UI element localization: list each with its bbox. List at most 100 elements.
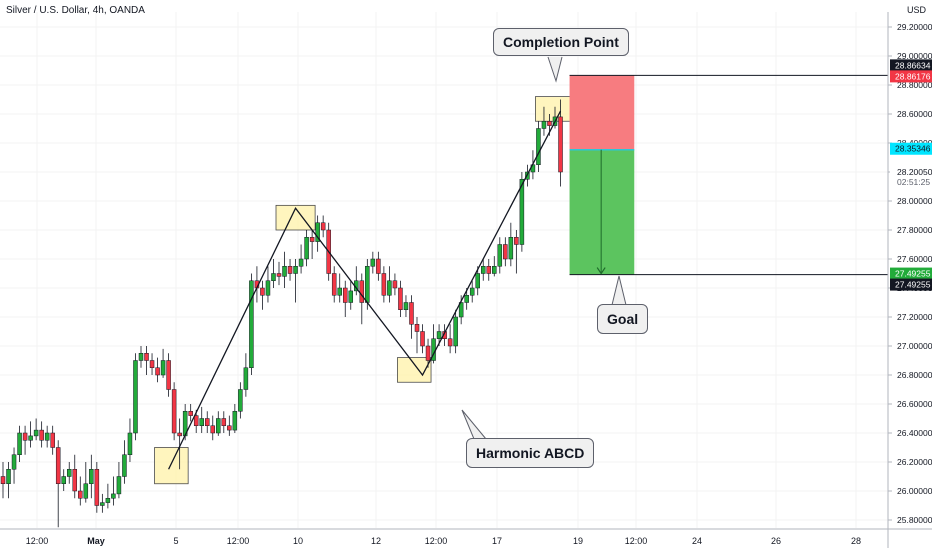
candle-body [436, 331, 442, 339]
candle-body [376, 258, 381, 274]
price-badge [890, 142, 932, 155]
goal-callout[interactable]: Goal [597, 304, 649, 334]
candle-body [111, 493, 116, 499]
candle-body [55, 447, 61, 484]
candle-body [541, 121, 547, 129]
time-label: 5 [173, 536, 178, 546]
price-badge-label: 27.49255 [895, 269, 931, 279]
candle-body [503, 244, 508, 260]
candle-body [166, 360, 171, 390]
candle-body [475, 273, 480, 289]
candle-body [6, 469, 11, 484]
candle-body [22, 432, 28, 441]
candle-body [221, 418, 227, 426]
price-label: 27.00000 [897, 341, 932, 351]
candle-body [480, 266, 486, 274]
candle-body [365, 266, 370, 303]
candle-body [216, 418, 221, 434]
candle-body [171, 389, 177, 434]
candle-body [155, 367, 160, 376]
candle-body [315, 222, 320, 242]
candle-body [514, 237, 519, 245]
candle-body [160, 360, 166, 376]
candle-body [492, 266, 497, 274]
price-badge [890, 278, 932, 291]
countdown-bg [890, 165, 932, 188]
candle-body [409, 302, 414, 325]
candle-body [276, 273, 282, 277]
pattern-pointer [461, 409, 487, 440]
candle-body [287, 266, 293, 274]
time-label: 19 [573, 536, 583, 546]
countdown-price: 28.20050 [897, 167, 932, 177]
candle-body [133, 360, 138, 434]
time-label: 28 [851, 536, 861, 546]
time-label: May [87, 536, 105, 546]
candle-body [199, 418, 204, 426]
price-badge-label: 27.49255 [895, 280, 931, 290]
candle-body [127, 432, 133, 455]
candle-body [453, 316, 458, 347]
completion-point-callout[interactable]: Completion Point [493, 28, 629, 56]
time-label: 12:00 [26, 536, 49, 546]
abcd-line [168, 110, 562, 470]
candle-body [144, 353, 149, 361]
time-axis[interactable]: 12:00 May 5 12:00 10 12 12:00 17 19 12:00 24 26 28 [0, 528, 932, 546]
price-label: 26.60000 [897, 399, 932, 409]
price-badge-label: 28.86176 [895, 71, 931, 81]
goal-pointer [611, 275, 627, 306]
candle-body [420, 331, 425, 347]
candle-body [149, 360, 155, 368]
time-label: 12 [371, 536, 381, 546]
harmonic-abcd-callout[interactable]: Harmonic ABCD [466, 438, 595, 468]
time-label: 17 [492, 536, 502, 546]
candle-body [11, 454, 17, 470]
currency-label: USD [906, 5, 926, 15]
price-badge [890, 70, 932, 83]
candle-body [210, 425, 216, 434]
candle-body [486, 266, 492, 274]
candle-body [392, 280, 398, 289]
candle-body [293, 266, 298, 274]
candle-body [204, 418, 210, 426]
zone-C [397, 357, 432, 383]
price-label: 26.00000 [897, 486, 932, 496]
short-position-tool[interactable] [569, 74, 888, 276]
candle-body [381, 273, 387, 296]
candle-body [238, 389, 243, 412]
candle-body [116, 476, 122, 495]
completion-pointer [547, 56, 563, 83]
zone-A [154, 447, 189, 485]
candle-body [0, 476, 6, 484]
candle-body [94, 469, 100, 506]
candle-body [469, 287, 475, 296]
candle-body [39, 429, 44, 441]
candle-body [72, 469, 78, 492]
candle-body [398, 287, 403, 310]
grid [0, 12, 888, 528]
price-label: 28.60000 [897, 109, 932, 119]
candle-body [558, 116, 563, 173]
candle-body [359, 280, 365, 303]
candle-body [105, 498, 111, 503]
candle-body [33, 429, 39, 437]
candle-body [447, 338, 453, 347]
candle-body [508, 237, 514, 260]
price-label: 29.20000 [897, 22, 932, 32]
abcd-pattern [168, 56, 627, 470]
price-axis[interactable]: 29.2000029.0000028.8000028.6000028.40000… [887, 12, 932, 548]
candle-body [271, 273, 276, 281]
time-label: 12:00 [227, 536, 250, 546]
price-label: 28.00000 [897, 196, 932, 206]
candle-body [122, 454, 127, 477]
candle-body [232, 411, 238, 431]
time-label: 24 [692, 536, 702, 546]
price-label: 28.80000 [897, 80, 932, 90]
candle-body [61, 476, 66, 484]
candle-body [342, 287, 348, 303]
price-label: 29.00000 [897, 51, 932, 61]
price-label: 26.40000 [897, 428, 932, 438]
candle-body [66, 469, 72, 477]
candle-body [100, 502, 105, 506]
